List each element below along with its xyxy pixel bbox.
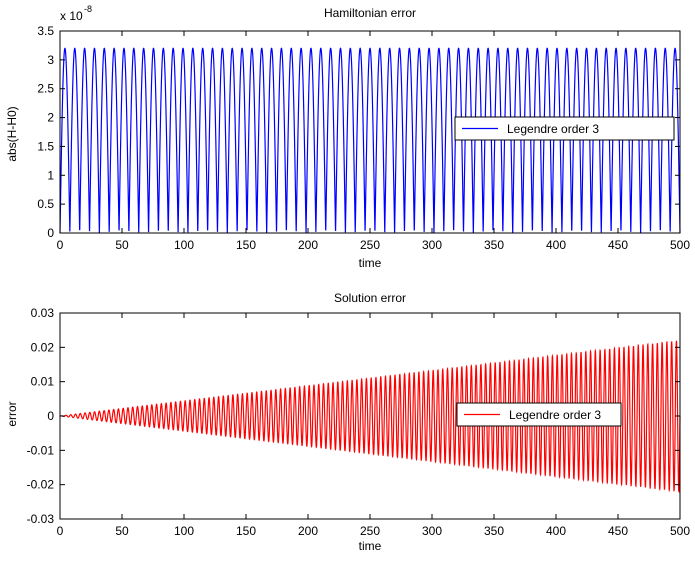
- y-tick-label: 0: [47, 409, 54, 423]
- legend: Legendre order 3: [454, 116, 675, 141]
- x-axis-label: time: [359, 539, 382, 553]
- tick-layer: 0 50 100 150 200 250 300 350 400 450 500 0 0.5 1 1.5 2 2…: [37, 24, 690, 252]
- legend: Legendre order 3: [456, 402, 622, 427]
- chart-title: Hamiltonian error: [324, 6, 416, 20]
- solution-error-chart: Solution error error time 0 50 100 150 200 25…: [5, 291, 690, 553]
- series-layer: [59, 47, 681, 234]
- legend-label: Legendre order 3: [509, 408, 601, 422]
- y-tick-label: 0.01: [31, 375, 55, 389]
- x-tick-label: 250: [360, 238, 380, 252]
- x-tick-label: 0: [57, 524, 64, 538]
- x-tick-label: 300: [422, 524, 442, 538]
- chart-title: Solution error: [334, 291, 406, 305]
- series-line: [59, 47, 681, 234]
- series-layer: [60, 340, 681, 494]
- x-tick-label: 200: [298, 524, 318, 538]
- tick-layer: 0 50 100 150 200 250 300 350 400 450 500 -0.03 -0.02…: [27, 306, 691, 538]
- legend-box: [456, 402, 622, 427]
- y-tick-label: 0.02: [31, 340, 55, 354]
- y-tick-label: 0.5: [37, 197, 54, 211]
- y-tick-label: -0.03: [27, 512, 55, 526]
- y-axis-label: error: [5, 401, 19, 426]
- x-tick-label: 350: [484, 238, 504, 252]
- x-tick-label: 400: [546, 238, 566, 252]
- x-tick-label: 50: [115, 238, 129, 252]
- x-tick-label: 100: [174, 238, 194, 252]
- x-tick-label: 150: [236, 524, 256, 538]
- y-tick-label: 3.5: [37, 24, 54, 38]
- y-exponent-power: -8: [84, 4, 92, 14]
- x-tick-label: 50: [115, 524, 129, 538]
- y-tick-label: 1: [47, 168, 54, 182]
- legend-box: [454, 116, 675, 141]
- y-tick-label: 1.5: [37, 139, 54, 153]
- x-tick-label: 100: [174, 524, 194, 538]
- y-tick-label: 3: [47, 53, 54, 67]
- x-tick-label: 250: [360, 524, 380, 538]
- x-tick-label: 350: [484, 524, 504, 538]
- x-tick-label: 500: [670, 524, 690, 538]
- y-tick-label: 2.5: [37, 82, 54, 96]
- y-axis-label: abs(H-H0): [5, 106, 19, 161]
- x-axis-label: time: [359, 256, 382, 270]
- y-tick-label: 2: [47, 111, 54, 125]
- x-tick-label: 150: [236, 238, 256, 252]
- x-tick-label: 400: [546, 524, 566, 538]
- y-tick-label: 0: [47, 226, 54, 240]
- y-tick-label: -0.02: [27, 478, 55, 492]
- y-tick-label: 0.03: [31, 306, 55, 320]
- x-tick-label: 0: [57, 238, 64, 252]
- x-tick-label: 450: [608, 238, 628, 252]
- x-tick-label: 300: [422, 238, 442, 252]
- hamiltonian-error-chart: Hamiltonian error x 10 -8 abs(H-H0) time…: [5, 4, 690, 270]
- x-tick-label: 200: [298, 238, 318, 252]
- x-tick-label: 500: [670, 238, 690, 252]
- series-line: [60, 340, 681, 494]
- y-exponent-base: x 10: [60, 9, 83, 23]
- x-tick-label: 450: [608, 524, 628, 538]
- legend-label: Legendre order 3: [507, 122, 599, 136]
- y-tick-label: -0.01: [27, 443, 55, 457]
